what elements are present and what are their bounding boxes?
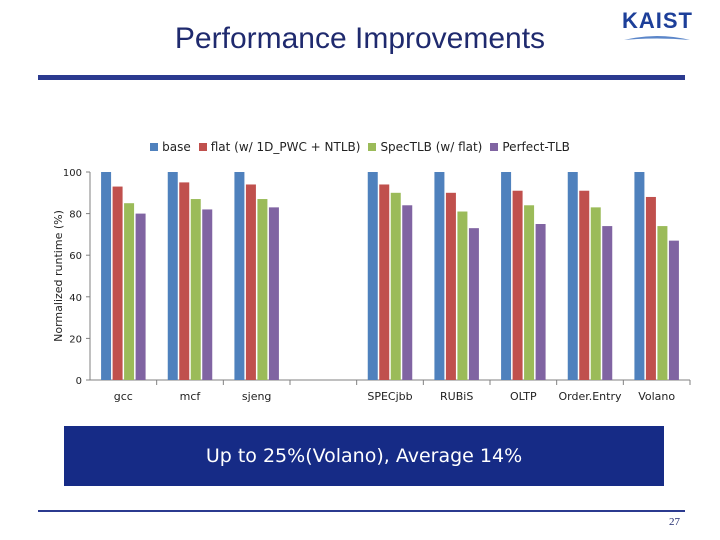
- bar: [367, 172, 378, 380]
- x-tick-label: Volano: [638, 390, 675, 403]
- bar: [457, 211, 468, 380]
- bar: [402, 205, 413, 380]
- logo-text: KAIST: [622, 8, 693, 33]
- legend-label: base: [162, 140, 191, 154]
- bar: [434, 172, 445, 380]
- legend-item: flat (w/ 1D_PWC + NTLB): [198, 140, 361, 154]
- bar: [112, 186, 123, 380]
- bar: [135, 213, 146, 380]
- summary-banner: Up to 25%(Volano), Average 14%: [64, 426, 664, 486]
- legend-swatch: [490, 143, 499, 151]
- kaist-logo: KAIST: [622, 8, 692, 42]
- x-tick-label: gcc: [114, 390, 133, 403]
- logo-swoosh-icon: [624, 36, 690, 40]
- x-tick-label: mcf: [180, 390, 202, 403]
- x-tick-label: RUBiS: [440, 390, 473, 403]
- chart-legend: base flat (w/ 1D_PWC + NTLB) SpecTLB (w/ f…: [0, 140, 720, 154]
- bar: [668, 240, 679, 380]
- legend-item: SpecTLB (w/ flat): [368, 140, 482, 154]
- bar: [202, 209, 213, 380]
- bar: [468, 228, 479, 380]
- legend-label: SpecTLB (w/ flat): [380, 140, 483, 154]
- legend-item: Perfect-TLB: [490, 140, 570, 154]
- bar: [245, 184, 256, 380]
- bar: [501, 172, 512, 380]
- slide-title: Performance Improvements: [174, 22, 546, 55]
- legend-label: Perfect-TLB: [502, 140, 570, 154]
- bar: [645, 196, 656, 380]
- bar: [524, 205, 535, 380]
- bar: [567, 172, 578, 380]
- bar: [234, 172, 245, 380]
- bar-chart: 0 20 40 60 80 100 Normalized runtime (%) gcc mcf…: [52, 168, 691, 403]
- x-tick-label: sjeng: [242, 390, 272, 403]
- legend-swatch: [368, 143, 377, 151]
- bar: [634, 172, 645, 380]
- bar: [579, 190, 590, 380]
- x-tick-label: SPECjbb: [367, 390, 412, 403]
- y-tick-label: 40: [69, 293, 82, 304]
- y-axis-label: Normalized runtime (%): [52, 210, 65, 342]
- y-tick-label: 80: [69, 210, 82, 221]
- bar: [602, 226, 613, 380]
- y-tick-label: 0: [76, 376, 82, 387]
- bar: [257, 199, 268, 380]
- bar: [379, 184, 390, 380]
- x-tick-label: OLTP: [510, 390, 537, 403]
- bar: [101, 172, 112, 380]
- bar: [535, 224, 546, 380]
- legend-label: flat (w/ 1D_PWC + NTLB): [210, 140, 361, 154]
- legend-item: base: [150, 140, 191, 154]
- page-number: 27: [669, 516, 680, 528]
- bar: [657, 226, 668, 380]
- legend-swatch: [198, 143, 207, 151]
- bar: [124, 203, 135, 380]
- bar: [268, 207, 279, 380]
- bar: [590, 207, 601, 380]
- bar: [445, 192, 456, 380]
- bar: [390, 192, 401, 380]
- bar: [179, 182, 190, 380]
- bar: [167, 172, 178, 380]
- summary-banner-text: Up to 25%(Volano), Average 14%: [205, 445, 523, 467]
- bar: [190, 199, 201, 380]
- y-tick-label: 60: [69, 251, 82, 262]
- legend-swatch: [150, 143, 159, 151]
- footer-divider: [38, 510, 685, 512]
- y-tick-label: 100: [63, 168, 82, 179]
- y-tick-label: 20: [69, 334, 82, 345]
- title-divider: [38, 75, 685, 80]
- x-tick-label: Order.Entry: [558, 390, 622, 403]
- bar: [512, 190, 523, 380]
